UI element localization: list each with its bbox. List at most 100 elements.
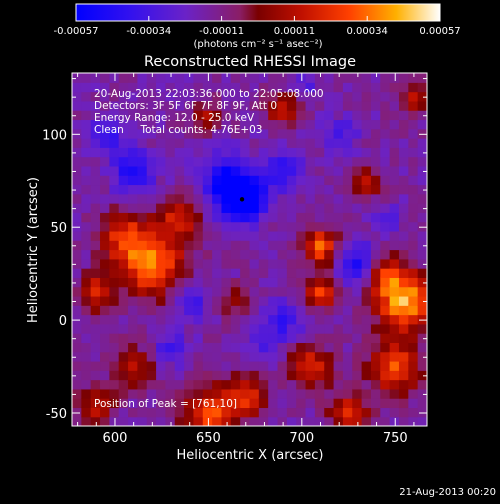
heatmap-cell	[109, 240, 120, 251]
heatmap-cell	[174, 323, 185, 334]
heatmap-cell	[240, 193, 251, 204]
heatmap-cell	[81, 203, 92, 213]
heatmap-cell	[417, 249, 427, 260]
heatmap-cell	[268, 193, 279, 204]
heatmap-cell	[137, 314, 148, 325]
heatmap-cell	[268, 240, 279, 251]
heatmap-cell	[128, 138, 138, 148]
heatmap-cell	[202, 193, 213, 204]
heatmap-cell	[81, 398, 92, 409]
heatmap-cell	[408, 240, 419, 251]
heatmap-cell	[324, 175, 335, 186]
heatmap-cell	[202, 305, 213, 316]
heatmap-cell	[184, 221, 195, 232]
heatmap-cell	[408, 203, 419, 213]
heatmap-cell	[221, 342, 232, 353]
heatmap-cell	[165, 295, 176, 306]
heatmap-cell	[90, 203, 101, 213]
heatmap-cell	[305, 175, 316, 186]
heatmap-cell	[286, 295, 297, 306]
heatmap-cell	[100, 119, 110, 130]
heatmap-cell	[249, 100, 260, 111]
heatmap-cell	[296, 138, 307, 148]
heatmap-cell	[408, 268, 419, 278]
heatmap-cell	[277, 221, 288, 232]
heatmap-cell	[380, 379, 391, 390]
heatmap-cell	[212, 221, 223, 232]
heatmap-cell	[314, 128, 325, 139]
heatmap-cell	[109, 370, 120, 381]
heatmap-cell	[314, 230, 325, 241]
heatmap-cell	[333, 119, 344, 130]
heatmap-cell	[389, 407, 400, 418]
heatmap-cell	[258, 82, 269, 93]
heatmap-cell	[109, 379, 120, 390]
heatmap-cell	[277, 268, 288, 278]
heatmap-cell	[324, 203, 335, 213]
heatmap-cell	[342, 156, 353, 167]
heatmap-cell	[380, 119, 391, 130]
heatmap-cell	[398, 175, 409, 186]
heatmap-cell	[389, 370, 400, 381]
heatmap-cell	[277, 370, 288, 381]
heatmap-cell	[118, 342, 129, 353]
heatmap-cell	[342, 351, 353, 362]
heatmap-cell	[268, 370, 279, 381]
heatmap-cell	[240, 110, 251, 121]
heatmap-cell	[193, 305, 204, 316]
heatmap-cell	[333, 156, 344, 167]
heatmap-cell	[380, 351, 391, 362]
heatmap-cell	[174, 193, 185, 204]
heatmap-cell	[296, 221, 307, 232]
heatmap-cell	[342, 165, 353, 176]
heatmap-cell	[408, 323, 419, 334]
heatmap-cell	[202, 333, 213, 343]
heatmap-cell	[314, 110, 325, 121]
heatmap-cell	[408, 286, 419, 297]
heatmap-cell	[81, 212, 92, 223]
heatmap-cell	[202, 110, 213, 121]
heatmap-cell	[165, 360, 176, 371]
heatmap-cell	[324, 295, 335, 306]
heatmap-cell	[268, 351, 279, 362]
heatmap-cell	[137, 286, 148, 297]
heatmap-cell	[156, 230, 167, 241]
heatmap-cell	[174, 379, 185, 390]
heatmap-cell	[146, 73, 157, 83]
heatmap-cell	[137, 240, 148, 251]
heatmap-cell	[212, 119, 223, 130]
heatmap-cell	[240, 82, 251, 93]
heatmap-cell	[174, 351, 185, 362]
heatmap-cell	[72, 258, 82, 269]
heatmap-cell	[146, 138, 157, 148]
heatmap-cell	[184, 258, 195, 269]
heatmap-cell	[81, 351, 92, 362]
heatmap-cell	[212, 342, 223, 353]
heatmap-cell	[128, 407, 138, 418]
heatmap-cell	[286, 156, 297, 167]
heatmap-cell	[333, 193, 344, 204]
heatmap-cell	[361, 91, 372, 102]
heatmap-cell	[230, 286, 241, 297]
heatmap-cell	[118, 184, 129, 195]
heatmap-cell	[370, 249, 381, 260]
heatmap-cell	[342, 277, 353, 288]
heatmap-cell	[352, 193, 363, 204]
heatmap-cell	[100, 165, 110, 176]
heatmap-cell	[221, 351, 232, 362]
heatmap-cell	[221, 323, 232, 334]
heatmap-cell	[137, 333, 148, 343]
heatmap-cell	[137, 351, 148, 362]
heatmap-cell	[230, 221, 241, 232]
heatmap-cell	[146, 165, 157, 176]
heatmap-cell	[380, 240, 391, 251]
heatmap-cell	[146, 184, 157, 195]
heatmap-cell	[361, 268, 372, 278]
heatmap-cell	[417, 398, 427, 409]
heatmap-cell	[240, 100, 251, 111]
heatmap-cell	[277, 286, 288, 297]
heatmap-cell	[305, 407, 316, 418]
heatmap-cell	[277, 91, 288, 102]
heatmap-cell	[389, 100, 400, 111]
heatmap-cell	[296, 73, 307, 83]
